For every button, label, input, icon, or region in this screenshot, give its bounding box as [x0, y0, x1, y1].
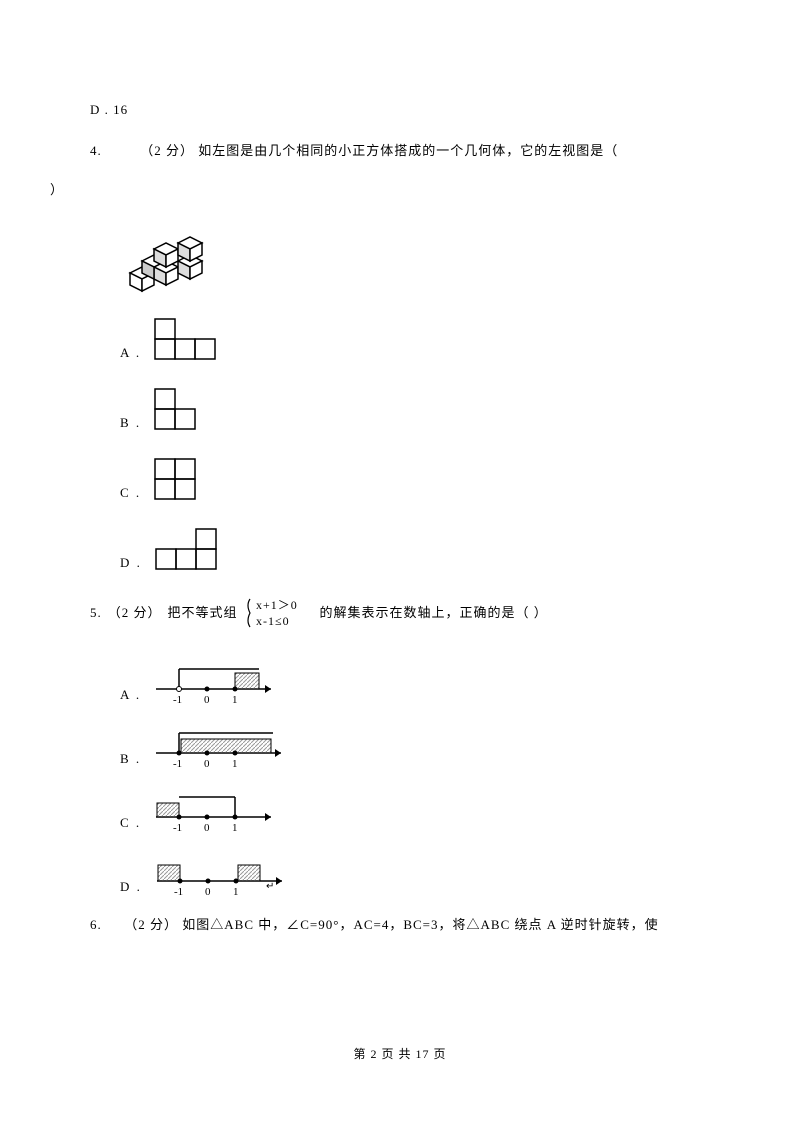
q5-brace-icon: x+1＞0 x-1≤0	[244, 595, 314, 631]
q4-close: ）	[50, 180, 710, 201]
q6-points: （2 分）	[124, 917, 178, 932]
q5-points: （2 分）	[108, 603, 162, 624]
q5-ineq2: x-1≤0	[256, 614, 290, 628]
page-footer: 第 2 页 共 17 页	[0, 1045, 800, 1062]
q4-b-icon	[151, 385, 206, 433]
q3-option-d: D . 16	[90, 100, 710, 121]
q5-lead: 把不等式组	[168, 603, 238, 624]
q5-ineq1: x+1＞0	[256, 598, 298, 612]
t-z-c: 0	[204, 822, 210, 833]
q4-number: 4.	[90, 143, 102, 158]
q5-stem: 5. （2 分） 把不等式组 x+1＞0 x-1≤0 的解集表示在数轴上，正确的…	[90, 595, 710, 631]
cube-3d-icon	[120, 218, 210, 293]
q3-d-text: D . 16	[90, 102, 128, 117]
q6-text: 如图△ABC 中，∠C=90°，AC=4，BC=3，将△ABC 绕点 A 逆时针…	[182, 917, 658, 932]
svg-text:↵: ↵	[266, 881, 274, 892]
t-n1-c: -1	[173, 822, 182, 833]
q5-b-label: B .	[120, 749, 141, 770]
q5-option-b: B . -1 0 1	[120, 727, 710, 769]
q6-number: 6.	[90, 917, 102, 932]
q5-d-numberline-icon: -1 0 1 ↵	[152, 855, 292, 897]
t-p1-a: 1	[232, 694, 238, 705]
q4-d-icon	[152, 525, 222, 573]
q5-c-numberline-icon: -1 0 1	[151, 791, 281, 833]
q4-a-icon	[151, 315, 221, 363]
t-z-a: 0	[204, 694, 210, 705]
t-n1-a: -1	[173, 694, 182, 705]
q5-a-numberline-icon: -1 0 1	[151, 663, 281, 705]
q5-d-label: D .	[120, 877, 142, 898]
t-p1-b: 1	[232, 758, 238, 769]
q5-b-numberline-icon: -1 0 1	[151, 727, 291, 769]
q4-c-icon	[151, 455, 201, 503]
opt-b-label: B .	[120, 413, 141, 434]
q4-option-c: C .	[120, 455, 710, 503]
opt-c-label: C .	[120, 483, 141, 504]
opt-d-label: D .	[120, 553, 142, 574]
q5-a-label: A .	[120, 685, 141, 706]
q4-close-paren: ）	[50, 182, 64, 197]
q4-option-b: B .	[120, 385, 710, 433]
t-z-b: 0	[204, 758, 210, 769]
q4-option-a: A .	[120, 315, 710, 363]
q5-number: 5.	[90, 603, 102, 624]
t-p1-d: 1	[233, 886, 239, 897]
q5-option-d: D . -1 0 1 ↵	[120, 855, 710, 897]
q5-option-c: C . -1 0 1	[120, 791, 710, 833]
q4-text: 如左图是由几个相同的小正方体搭成的一个几何体，它的左视图是（	[198, 143, 618, 158]
t-p1-c: 1	[232, 822, 238, 833]
q4-stem: 4. （2 分） 如左图是由几个相同的小正方体搭成的一个几何体，它的左视图是（	[90, 141, 710, 162]
q6-stem: 6. （2 分） 如图△ABC 中，∠C=90°，AC=4，BC=3，将△ABC…	[90, 915, 710, 936]
q5-tail: 的解集表示在数轴上，正确的是（ ）	[320, 603, 548, 624]
t-n1-b: -1	[173, 758, 182, 769]
opt-a-label: A .	[120, 343, 141, 364]
q4-figure	[120, 218, 710, 293]
t-n1-d: -1	[174, 886, 183, 897]
footer-text: 第 2 页 共 17 页	[353, 1047, 446, 1061]
q4-points: （2 分）	[140, 143, 194, 158]
q5-c-label: C .	[120, 813, 141, 834]
q5-option-a: A . -1 0 1	[120, 663, 710, 705]
t-z-d: 0	[205, 886, 211, 897]
q4-option-d: D .	[120, 525, 710, 573]
